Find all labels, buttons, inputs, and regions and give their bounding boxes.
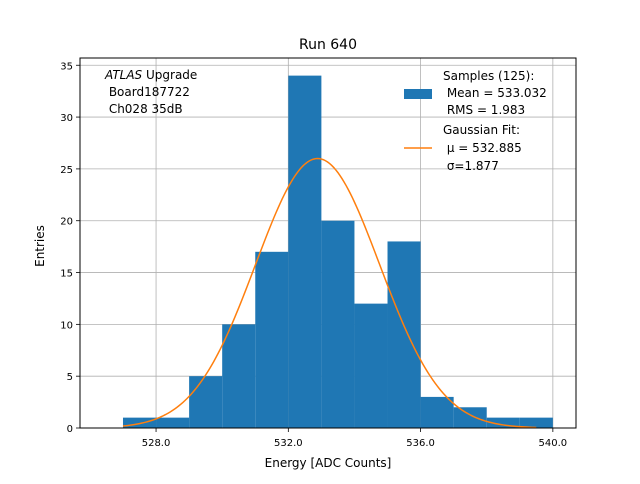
x-tick-label: 528.0 xyxy=(142,438,171,449)
histogram-bar xyxy=(387,241,421,428)
histogram-bar xyxy=(420,396,454,428)
y-tick-label: 20 xyxy=(60,217,73,228)
annotation-box: ATLAS Upgrade Board187722 Ch028 35dB xyxy=(104,68,197,116)
histogram-bar xyxy=(122,417,157,428)
histogram-bar xyxy=(156,417,190,428)
y-axis-ticks: 0 5 10 15 20 25 30 35 xyxy=(60,61,80,435)
x-axis-ticks: 528.0 532.0 536.0 540.0 xyxy=(142,428,567,449)
histogram-bar xyxy=(354,303,388,428)
histogram-bar xyxy=(288,75,322,428)
gaussian-fit-curve xyxy=(122,157,537,429)
x-tick-label: 536.0 xyxy=(406,438,435,449)
y-tick-label: 10 xyxy=(60,320,73,331)
legend-fit-line-3: σ=1.877 xyxy=(443,159,499,173)
legend-hist-line-1: Samples (125): xyxy=(443,69,534,83)
histogram-bar xyxy=(222,324,256,428)
x-tick-label: 532.0 xyxy=(274,438,303,449)
y-tick-label: 25 xyxy=(60,165,73,176)
legend-hist-line-3: RMS = 1.983 xyxy=(443,103,525,117)
x-axis-label: Energy [ADC Counts] xyxy=(265,456,392,470)
y-tick-label: 30 xyxy=(60,113,73,124)
legend: Samples (125): Mean = 533.032 RMS = 1.98… xyxy=(404,69,547,173)
histogram-bar xyxy=(486,417,520,428)
legend-hist-line-2: Mean = 533.032 xyxy=(443,86,547,100)
y-tick-label: 35 xyxy=(60,61,73,72)
histogram-bars xyxy=(122,75,553,428)
histogram-bar xyxy=(453,407,487,428)
histogram-bar xyxy=(321,220,355,428)
annotation-line-3: Ch028 35dB xyxy=(105,102,183,116)
y-tick-label: 0 xyxy=(67,424,73,435)
annotation-line-2: Board187722 xyxy=(105,85,190,99)
legend-fit-line-1: Gaussian Fit: xyxy=(443,123,520,137)
annotation-atlas: ATLAS xyxy=(104,68,143,82)
annotation-line-1: ATLAS Upgrade xyxy=(104,68,197,82)
y-axis-label: Entries xyxy=(33,225,47,267)
fit-curve-layer xyxy=(122,157,537,429)
x-tick-label: 540.0 xyxy=(539,438,568,449)
y-tick-label: 5 xyxy=(67,372,73,383)
legend-fit-line-2: μ = 532.885 xyxy=(443,141,522,155)
legend-hist-swatch xyxy=(404,89,432,99)
histogram-bar xyxy=(255,251,289,428)
annotation-upgrade: Upgrade xyxy=(142,68,197,82)
plot-frame xyxy=(79,57,577,429)
histogram-bar xyxy=(519,417,553,428)
chart-title: Run 640 xyxy=(299,37,357,53)
y-tick-label: 15 xyxy=(60,269,73,280)
histogram-bar xyxy=(189,376,223,428)
